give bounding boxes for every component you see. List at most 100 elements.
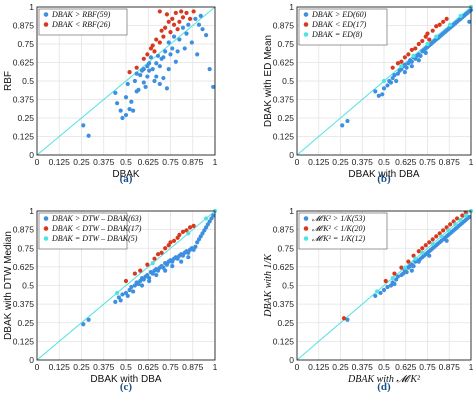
y-tick-label: 0.5: [282, 281, 294, 291]
x-tick-label: 0.875: [182, 157, 204, 167]
x-tick-label: 0: [295, 362, 300, 372]
data-point-red: [395, 61, 401, 66]
plot-frame: [36, 210, 216, 361]
data-point-blue: [147, 68, 152, 73]
data-point-red: [444, 16, 449, 21]
legend-entry: DBAK = ED(8): [311, 30, 363, 39]
data-point-blue: [138, 72, 143, 78]
data-point-blue: [113, 299, 118, 304]
y-tick-label: 0.75: [277, 39, 294, 49]
data-point-red: [413, 46, 418, 51]
x-tick-label: 0.25: [332, 362, 349, 372]
legend: DBAK > ED(60)DBAK < ED(17)DBAK = ED(8): [298, 8, 388, 46]
data-point-blue: [186, 22, 191, 27]
data-point-red: [390, 65, 395, 70]
x-axis-label: DBAK with DBA: [90, 374, 161, 385]
data-point-red: [187, 16, 193, 21]
data-point-blue: [340, 123, 345, 128]
data-point-blue: [145, 74, 150, 79]
data-point-blue: [127, 107, 132, 112]
legend-marker-red: [43, 22, 49, 27]
data-point-blue: [467, 214, 472, 220]
data-point-blue: [198, 13, 203, 18]
data-point-red: [170, 16, 175, 21]
data-point-blue: [125, 293, 130, 299]
data-point-red: [145, 52, 150, 57]
data-point-red: [430, 237, 435, 242]
data-point-red: [123, 278, 129, 284]
data-point-blue: [404, 269, 409, 275]
legend-marker-red: [303, 22, 309, 27]
data-point-blue: [207, 67, 212, 72]
data-point-red: [163, 246, 168, 251]
legend-marker-red: [303, 226, 309, 231]
x-tick-label: 0.5: [378, 157, 390, 167]
y-tick-label: 0.375: [273, 95, 295, 105]
data-point-blue: [373, 293, 378, 299]
plot-frame: [296, 210, 472, 361]
data-point-blue: [134, 71, 139, 76]
data-point-red: [437, 22, 442, 27]
y-tick-label: 0.625: [13, 262, 35, 272]
data-point-blue: [211, 84, 216, 90]
y-tick-label: 0.25: [17, 318, 34, 328]
data-point-red: [441, 228, 446, 233]
data-point-blue: [81, 322, 86, 327]
data-point-red: [138, 268, 143, 273]
legend-marker-cyan: [303, 32, 309, 37]
x-tick-label: 0.25: [73, 157, 90, 167]
data-point-red: [180, 229, 186, 234]
legend-entry: 𝓜/K² < 1/K(20): [312, 224, 366, 233]
panel-caption: (a): [120, 173, 133, 185]
x-tick-label: 0.25: [332, 157, 349, 167]
data-point-blue: [180, 25, 186, 30]
x-tick-label: 0.625: [138, 362, 160, 372]
y-tick-label: 0.875: [13, 21, 35, 31]
legend-entry: 𝓜/K² > 1/K(53): [312, 214, 366, 223]
data-point-blue: [380, 92, 385, 97]
data-point-cyan: [381, 78, 387, 84]
x-tick-label: 0.625: [395, 157, 417, 167]
data-point-blue: [376, 93, 381, 98]
legend-marker-blue: [43, 12, 49, 17]
y-tick-label: 0.75: [17, 243, 34, 253]
data-point-cyan: [399, 64, 404, 69]
data-point-cyan: [425, 41, 430, 47]
data-point-blue: [163, 268, 168, 273]
data-point-blue: [86, 133, 91, 138]
data-point-red: [187, 225, 193, 230]
legend-marker-cyan: [303, 236, 309, 241]
data-point-red: [177, 232, 182, 237]
data-point-red: [177, 19, 182, 24]
data-point-red: [134, 65, 139, 70]
x-tick-label: 0.875: [182, 362, 204, 372]
data-point-blue: [120, 115, 125, 121]
y-tick-label: 0.25: [277, 113, 294, 123]
data-point-blue: [115, 101, 120, 106]
data-point-red: [173, 10, 178, 16]
data-point-blue: [170, 264, 175, 269]
x-tick-label: 1: [213, 362, 218, 372]
legend-entry: DBAK > DTW – DBAK(63): [51, 214, 142, 223]
legend-entry: DBAK < DTW – DBAK(17): [51, 224, 142, 233]
data-point-blue: [394, 78, 399, 84]
x-axis-label: DBAK: [112, 169, 140, 180]
x-tick-label: 0.375: [93, 157, 115, 167]
data-point-blue: [125, 81, 130, 87]
y-tick-label: 0.375: [273, 299, 295, 309]
data-point-cyan: [186, 231, 191, 236]
data-point-red: [159, 28, 164, 33]
legend-entry: DBAK = DTW – DBAK(5): [51, 234, 138, 243]
x-tick-label: 1: [469, 362, 474, 372]
data-point-blue: [168, 52, 173, 57]
legend-box: [298, 212, 388, 250]
data-point-red: [427, 240, 432, 245]
data-point-blue: [152, 78, 157, 84]
x-tick-label: 0.625: [395, 362, 417, 372]
data-point-red: [441, 19, 446, 24]
data-point-red: [416, 249, 421, 254]
data-point-red: [168, 30, 173, 35]
y-axis-label: DBAK with ED Mean: [263, 35, 274, 127]
y-tick-label: 0.375: [13, 95, 35, 105]
data-point-red: [427, 37, 432, 42]
